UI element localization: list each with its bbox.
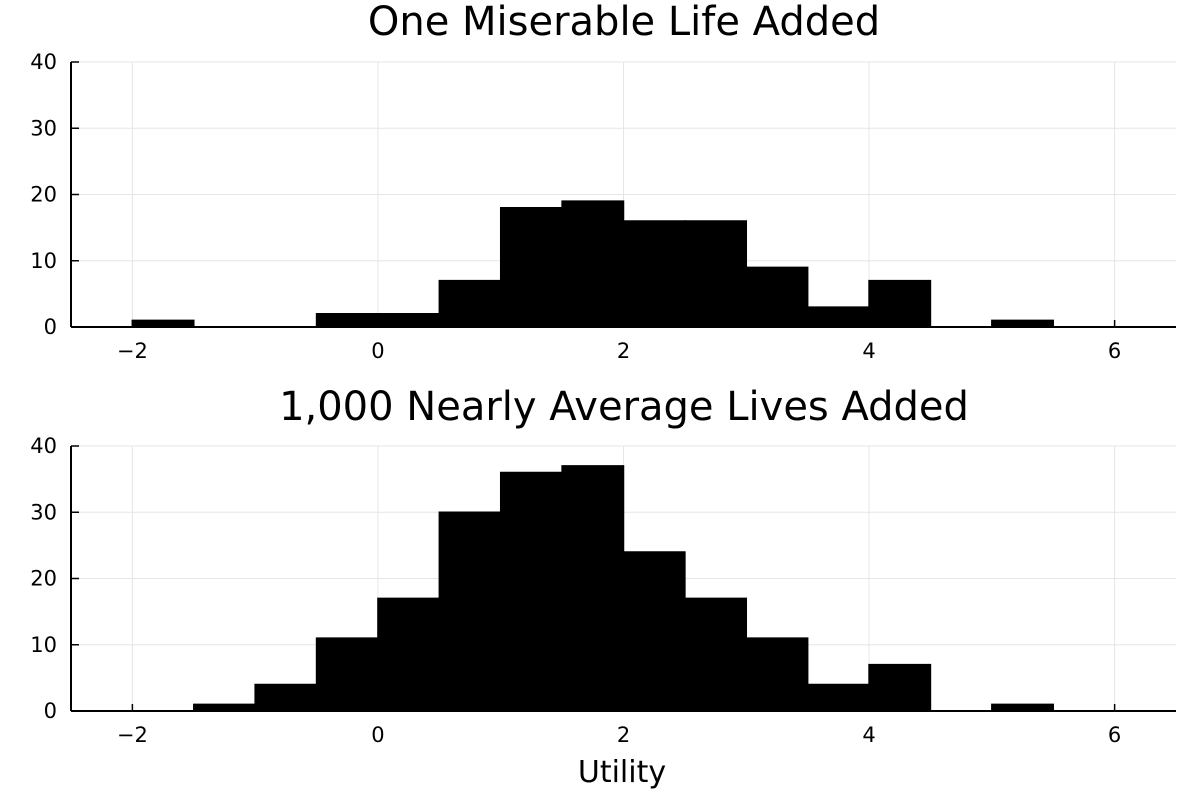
histogram-bar bbox=[438, 279, 502, 328]
y-tick-label: 0 bbox=[44, 315, 57, 339]
panel-title: One Miserable Life Added bbox=[368, 0, 880, 45]
histogram-bars bbox=[131, 200, 1054, 328]
histogram-bar bbox=[438, 511, 502, 712]
x-axis-label: Utility bbox=[578, 755, 666, 790]
x-tick-label: −2 bbox=[117, 339, 148, 363]
histogram-bar bbox=[561, 465, 625, 712]
axes: −2 0 2 4 6 0 10 20 30 40 bbox=[30, 434, 1176, 747]
y-tick-label: 40 bbox=[30, 434, 57, 458]
x-tick-label: −2 bbox=[117, 723, 148, 747]
histogram-bar bbox=[499, 207, 563, 328]
x-tick-label: 2 bbox=[617, 339, 630, 363]
y-tick-label: 20 bbox=[30, 567, 57, 591]
histogram-bar bbox=[806, 683, 870, 712]
x-tick-label: 6 bbox=[1108, 723, 1121, 747]
histogram-bar bbox=[868, 663, 932, 712]
histogram-bar bbox=[622, 220, 686, 328]
x-tick-label: 4 bbox=[862, 339, 875, 363]
x-tick-label: 2 bbox=[617, 723, 630, 747]
histogram-bar bbox=[745, 637, 809, 712]
histogram-bar bbox=[315, 313, 379, 328]
histogram-bar bbox=[622, 551, 686, 712]
y-tick-label: 10 bbox=[30, 633, 57, 657]
histogram-bar bbox=[684, 597, 748, 712]
panel-title: 1,000 Nearly Average Lives Added bbox=[279, 384, 969, 430]
histogram-bar bbox=[315, 637, 379, 712]
histogram-panel-top: One Miserable Life Added −2 0 2 4 6 0 10 20 30 40 bbox=[30, 0, 1176, 363]
histogram-bar bbox=[254, 683, 318, 712]
histogram-bar bbox=[377, 313, 441, 328]
histogram-bar bbox=[684, 220, 748, 328]
x-tick-label: 0 bbox=[371, 339, 384, 363]
x-tick-label: 6 bbox=[1108, 339, 1121, 363]
histogram-panel-bottom: 1,000 Nearly Average Lives Added Utility… bbox=[30, 384, 1176, 790]
x-tick-label: 0 bbox=[371, 723, 384, 747]
y-tick-label: 40 bbox=[30, 50, 57, 74]
y-tick-label: 20 bbox=[30, 183, 57, 207]
histogram-bar bbox=[806, 306, 870, 328]
axes: −2 0 2 4 6 0 10 20 30 40 bbox=[30, 50, 1176, 363]
histogram-bar bbox=[377, 597, 441, 712]
y-tick-label: 30 bbox=[30, 500, 57, 524]
histogram-bar bbox=[561, 200, 625, 328]
y-tick-label: 30 bbox=[30, 116, 57, 140]
histogram-bar bbox=[868, 279, 932, 328]
y-tick-label: 0 bbox=[44, 699, 57, 723]
x-tick-label: 4 bbox=[862, 723, 875, 747]
histogram-bar bbox=[499, 471, 563, 712]
histogram-bars bbox=[193, 465, 1054, 712]
y-tick-label: 10 bbox=[30, 249, 57, 273]
histogram-bar bbox=[745, 266, 809, 328]
